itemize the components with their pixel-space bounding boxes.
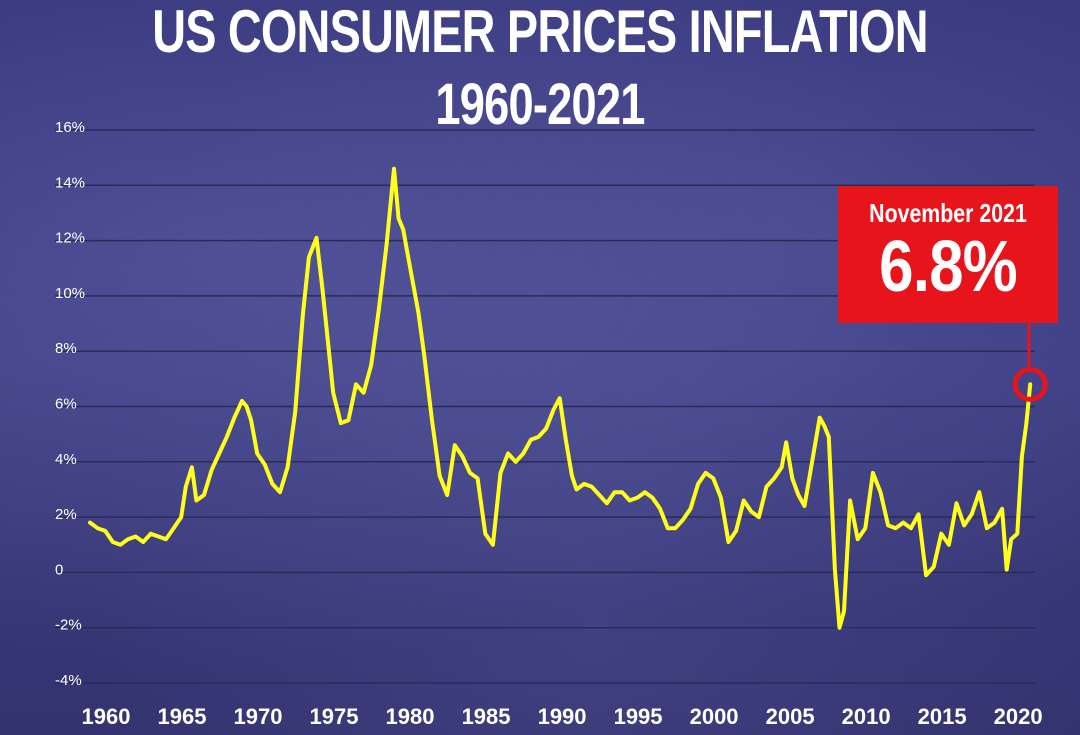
- y-tick-label: 8%: [55, 340, 77, 357]
- callout-box: November 2021 6.8%: [838, 186, 1058, 323]
- y-tick-label: -4%: [55, 672, 82, 689]
- x-tick-label: 2005: [766, 704, 815, 729]
- y-tick-label: 2%: [55, 506, 77, 523]
- inflation-line: [88, 166, 1033, 630]
- series-layer: [88, 166, 1033, 630]
- y-tick-label: 14%: [55, 174, 85, 191]
- callout-date-label: November 2021: [869, 198, 1027, 228]
- x-tick-label: 1965: [158, 704, 207, 729]
- x-tick-label: 2010: [842, 704, 891, 729]
- x-tick-label: 1975: [310, 704, 359, 729]
- y-tick-label: 10%: [55, 285, 85, 302]
- y-tick-label: 4%: [55, 451, 77, 468]
- x-tick-label: 1985: [462, 704, 511, 729]
- y-tick-label: 6%: [55, 396, 77, 413]
- x-tick-label: 1970: [234, 704, 283, 729]
- x-tick-label: 1995: [614, 704, 663, 729]
- y-tick-label: 0: [55, 561, 63, 578]
- x-tick-label: 2020: [994, 704, 1043, 729]
- y-axis-tick-labels: 16% 14% 12% 10% 8% 6% 4% 2% 0 -2% -4%: [55, 119, 85, 689]
- y-tick-label: 16%: [55, 119, 85, 136]
- x-tick-label: 1980: [386, 704, 435, 729]
- x-axis-tick-labels: 1960 1965 1970 1975 1980 1985 1990 1995 2000 2005…: [82, 704, 1043, 729]
- chart-title-line1: US CONSUMER PRICES INFLATION: [152, 0, 928, 65]
- y-tick-label: 12%: [55, 230, 85, 247]
- y-tick-label: -2%: [55, 617, 82, 634]
- x-tick-label: 1990: [538, 704, 587, 729]
- marker-layer: [1012, 323, 1048, 402]
- x-tick-label: 1960: [82, 704, 131, 729]
- x-tick-label: 2015: [918, 704, 967, 729]
- callout-marker-circle: [1012, 366, 1048, 402]
- chart-title-line2: 1960-2021: [435, 72, 645, 137]
- x-tick-label: 2000: [690, 704, 739, 729]
- callout-value-label: 6.8%: [879, 227, 1018, 307]
